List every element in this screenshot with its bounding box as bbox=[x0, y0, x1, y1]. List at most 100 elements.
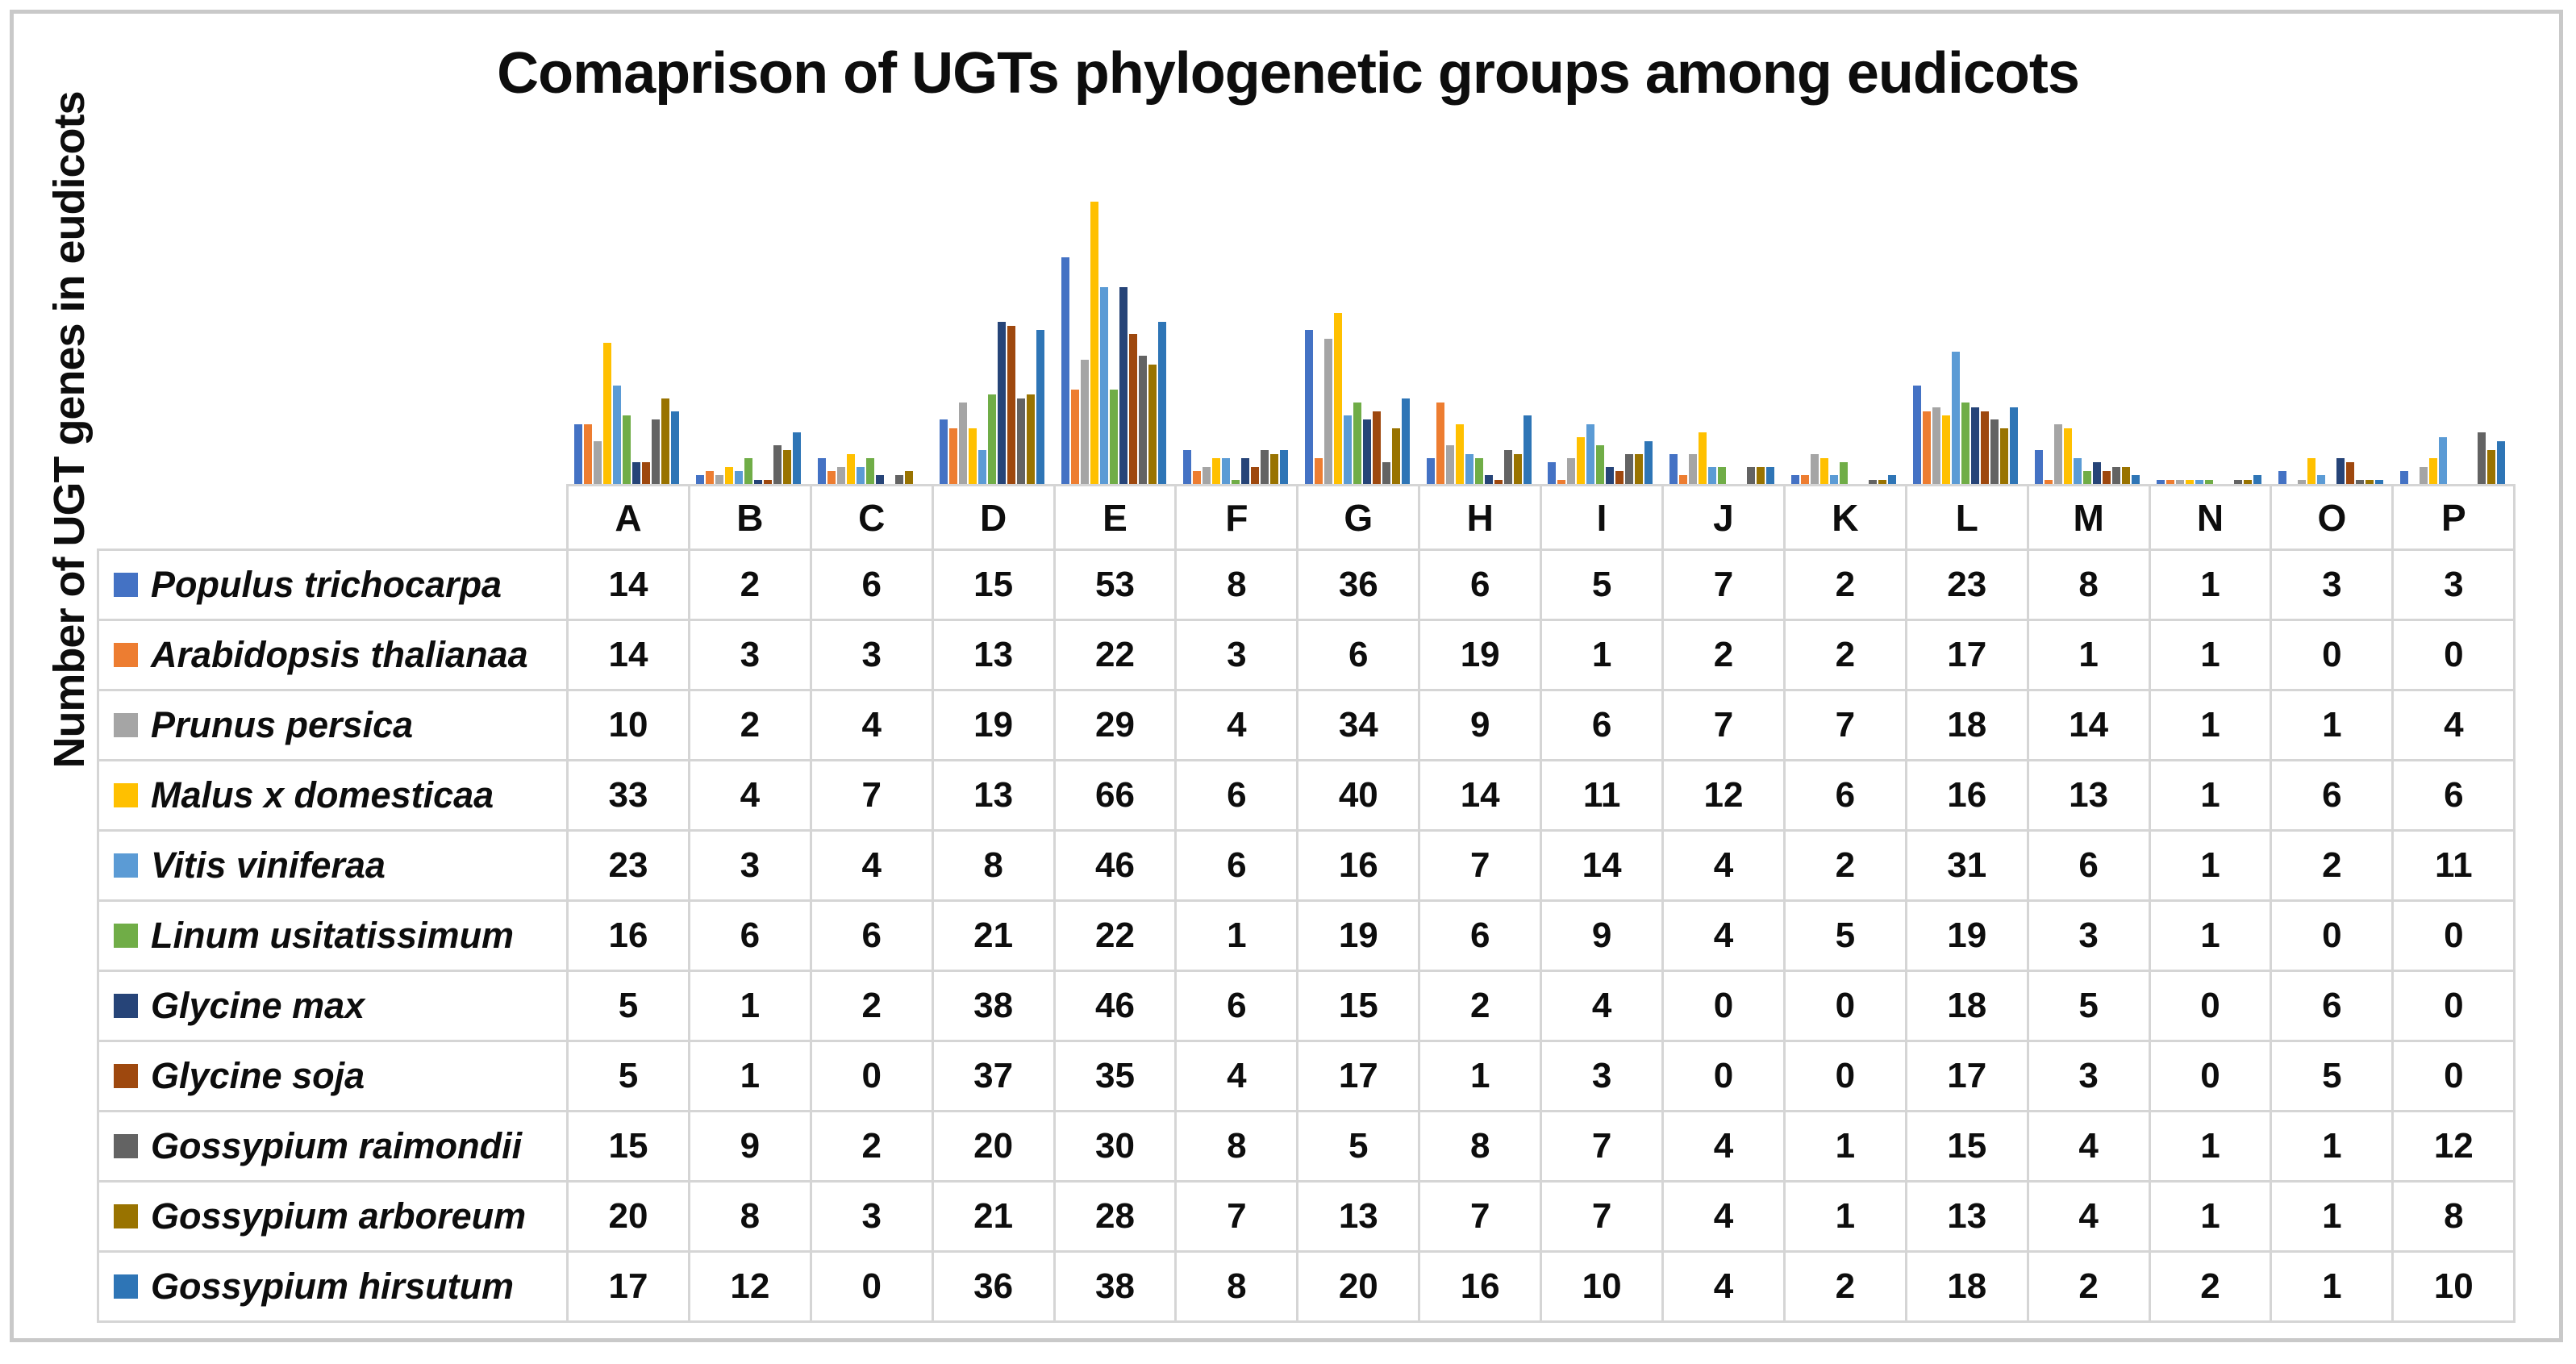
bar-P-prunus-persica bbox=[2419, 467, 2428, 484]
legend-entry: Prunus persica bbox=[101, 704, 565, 746]
legend-entry: Gossypium raimondii bbox=[101, 1125, 565, 1167]
bar-D-gossypium-hirsutum bbox=[1036, 330, 1045, 484]
bar-K-populus-trichocarpa bbox=[1791, 475, 1800, 484]
bar-M-glycine-max bbox=[2092, 462, 2101, 484]
bar-I-linum-usitatissimum bbox=[1596, 445, 1605, 484]
bar-I-malus-x-domesticaa bbox=[1577, 437, 1586, 484]
value-cell-L-prunus-persica: 18 bbox=[1904, 689, 2029, 761]
value-cell-N-glycine-soja: 0 bbox=[2148, 1040, 2273, 1112]
bar-E-populus-trichocarpa bbox=[1061, 257, 1069, 484]
value-cell-F-arabidopsis-thalianaa: 3 bbox=[1174, 619, 1299, 691]
value-cell-B-populus-trichocarpa: 2 bbox=[687, 549, 812, 621]
legend-entry: Linum usitatissimum bbox=[101, 915, 565, 957]
legend-entry: Gossypium arboreum bbox=[101, 1195, 565, 1237]
value-cell-C-vitis-viniferaa: 4 bbox=[809, 829, 934, 902]
value-cell-I-vitis-viniferaa: 14 bbox=[1540, 829, 1665, 902]
bar-B-populus-trichocarpa bbox=[696, 475, 705, 484]
bar-P-populus-trichocarpa bbox=[2399, 471, 2408, 484]
bar-A-malus-x-domesticaa bbox=[603, 343, 612, 484]
value-cell-F-prunus-persica: 4 bbox=[1174, 689, 1299, 761]
value-cell-G-prunus-persica: 34 bbox=[1296, 689, 1421, 761]
bar-F-gossypium-arboreum bbox=[1269, 454, 1278, 484]
value-cell-D-glycine-soja: 37 bbox=[931, 1040, 1056, 1112]
bar-N-prunus-persica bbox=[2175, 480, 2184, 484]
bar-C-linum-usitatissimum bbox=[866, 458, 875, 484]
value-cell-L-malus-x-domesticaa: 16 bbox=[1904, 759, 2029, 832]
legend-swatch-icon bbox=[114, 713, 138, 737]
value-cell-F-glycine-max: 6 bbox=[1174, 970, 1299, 1042]
value-cell-P-linum-usitatissimum: 0 bbox=[2391, 899, 2516, 972]
bar-K-vitis-viniferaa bbox=[1830, 475, 1839, 484]
bar-I-gossypium-arboreum bbox=[1635, 454, 1644, 484]
legend-swatch-icon bbox=[114, 853, 138, 878]
bar-L-gossypium-hirsutum bbox=[2010, 407, 2019, 484]
value-cell-A-glycine-max: 5 bbox=[566, 970, 690, 1042]
column-header-P: P bbox=[2391, 484, 2516, 551]
bar-K-malus-x-domesticaa bbox=[1820, 458, 1829, 484]
value-cell-B-prunus-persica: 2 bbox=[687, 689, 812, 761]
bar-M-gossypium-hirsutum bbox=[2131, 475, 2140, 484]
bar-H-vitis-viniferaa bbox=[1465, 454, 1473, 484]
bar-M-populus-trichocarpa bbox=[2034, 450, 2043, 484]
bar-group-I bbox=[1540, 184, 1661, 484]
value-cell-C-glycine-soja: 0 bbox=[809, 1040, 934, 1112]
value-cell-E-arabidopsis-thalianaa: 22 bbox=[1052, 619, 1178, 691]
value-cell-E-populus-trichocarpa: 53 bbox=[1052, 549, 1178, 621]
bar-chart-plot-area bbox=[566, 184, 2513, 484]
bar-D-gossypium-arboreum bbox=[1027, 394, 1036, 484]
bar-O-populus-trichocarpa bbox=[2278, 471, 2286, 484]
value-cell-D-gossypium-raimondii: 20 bbox=[931, 1110, 1056, 1183]
value-cell-D-linum-usitatissimum: 21 bbox=[931, 899, 1056, 972]
bar-I-prunus-persica bbox=[1567, 458, 1576, 484]
species-name: Populus trichocarpa bbox=[151, 564, 502, 605]
value-cell-N-gossypium-raimondii: 1 bbox=[2148, 1110, 2273, 1183]
bar-D-prunus-persica bbox=[959, 403, 968, 484]
value-cell-J-arabidopsis-thalianaa: 2 bbox=[1661, 619, 1786, 691]
bar-group-E bbox=[1053, 184, 1175, 484]
bar-group-H bbox=[1418, 184, 1540, 484]
legend-cell-gossypium-hirsutum: Gossypium hirsutum bbox=[97, 1250, 569, 1323]
bar-A-gossypium-arboreum bbox=[661, 398, 670, 484]
bar-I-arabidopsis-thalianaa bbox=[1557, 480, 1566, 484]
value-cell-O-prunus-persica: 1 bbox=[2270, 689, 2395, 761]
value-cell-A-linum-usitatissimum: 16 bbox=[566, 899, 690, 972]
value-cell-G-gossypium-arboreum: 13 bbox=[1296, 1180, 1421, 1253]
bar-J-linum-usitatissimum bbox=[1718, 467, 1727, 484]
bar-J-arabidopsis-thalianaa bbox=[1679, 475, 1688, 484]
value-cell-A-glycine-soja: 5 bbox=[566, 1040, 690, 1112]
bar-M-malus-x-domesticaa bbox=[2063, 428, 2072, 484]
value-cell-I-linum-usitatissimum: 9 bbox=[1540, 899, 1665, 972]
value-cell-I-gossypium-raimondii: 7 bbox=[1540, 1110, 1665, 1183]
table-corner-cell bbox=[98, 486, 568, 550]
value-cell-E-gossypium-raimondii: 30 bbox=[1052, 1110, 1178, 1183]
value-cell-L-vitis-viniferaa: 31 bbox=[1904, 829, 2029, 902]
bar-L-populus-trichocarpa bbox=[1913, 386, 1922, 484]
value-cell-B-gossypium-raimondii: 9 bbox=[687, 1110, 812, 1183]
column-header-C: C bbox=[809, 484, 934, 551]
value-cell-O-gossypium-raimondii: 1 bbox=[2270, 1110, 2395, 1183]
bar-L-gossypium-raimondii bbox=[1990, 419, 1999, 484]
bar-M-gossypium-arboreum bbox=[2121, 467, 2130, 484]
column-header-K: K bbox=[1782, 484, 1907, 551]
legend-cell-gossypium-arboreum: Gossypium arboreum bbox=[97, 1180, 569, 1253]
bar-E-linum-usitatissimum bbox=[1109, 390, 1118, 484]
bar-F-malus-x-domesticaa bbox=[1211, 458, 1220, 484]
value-cell-A-gossypium-raimondii: 15 bbox=[566, 1110, 690, 1183]
bar-E-malus-x-domesticaa bbox=[1090, 202, 1098, 484]
bar-G-populus-trichocarpa bbox=[1304, 330, 1313, 484]
column-header-O: O bbox=[2270, 484, 2395, 551]
value-cell-F-linum-usitatissimum: 1 bbox=[1174, 899, 1299, 972]
bar-B-gossypium-hirsutum bbox=[793, 432, 802, 484]
table-row-vitis-viniferaa: Vitis viniferaa 23 3 4 8 46 6 16 7 14 4 2 31 6 1 2 11 bbox=[97, 829, 2516, 902]
value-cell-I-gossypium-arboreum: 7 bbox=[1540, 1180, 1665, 1253]
value-cell-N-malus-x-domesticaa: 1 bbox=[2148, 759, 2273, 832]
bar-K-prunus-persica bbox=[1811, 454, 1819, 484]
value-cell-F-gossypium-hirsutum: 8 bbox=[1174, 1250, 1299, 1323]
value-cell-D-vitis-viniferaa: 8 bbox=[931, 829, 1056, 902]
species-name: Gossypium raimondii bbox=[151, 1125, 523, 1166]
value-cell-I-prunus-persica: 6 bbox=[1540, 689, 1665, 761]
bar-L-gossypium-arboreum bbox=[2000, 428, 2009, 484]
table-row-gossypium-hirsutum: Gossypium hirsutum 17 12 0 36 38 8 20 16 10 4 2 18 2 2… bbox=[97, 1250, 2516, 1323]
value-cell-E-gossypium-arboreum: 28 bbox=[1052, 1180, 1178, 1253]
